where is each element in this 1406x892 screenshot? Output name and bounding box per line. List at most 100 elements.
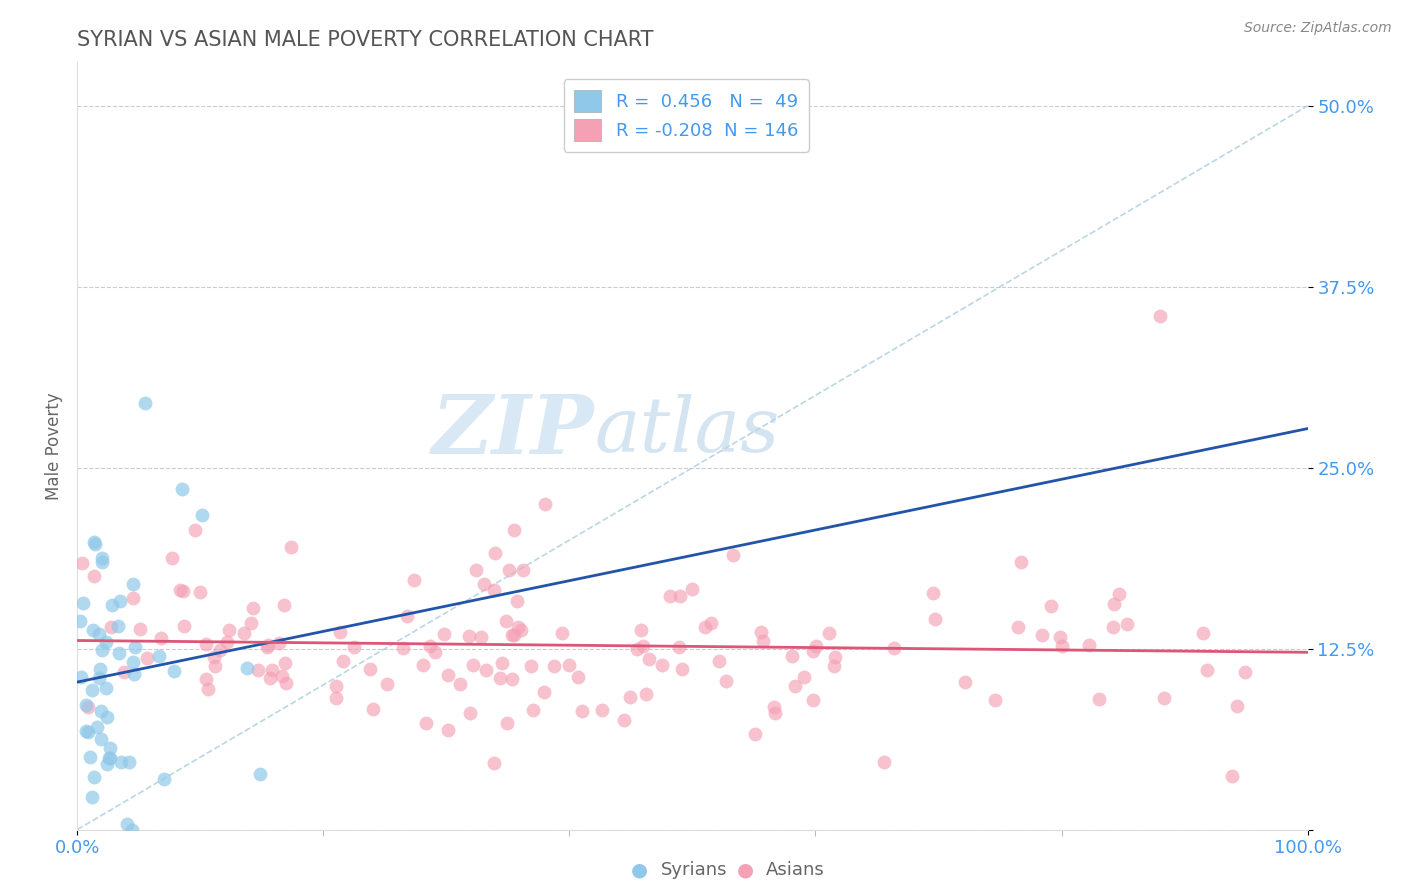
- Point: [495, 715, 517, 730]
- Point: [402, 573, 425, 587]
- Point: [780, 649, 803, 664]
- Point: [98, 751, 121, 765]
- Point: [96, 757, 118, 772]
- Point: [591, 703, 613, 717]
- Point: [823, 658, 845, 673]
- Point: [619, 690, 641, 704]
- Point: [436, 723, 458, 737]
- Point: [188, 585, 211, 599]
- Point: [502, 628, 524, 642]
- Point: [534, 497, 557, 511]
- Point: [153, 772, 176, 786]
- Point: [502, 523, 524, 537]
- Point: [669, 589, 692, 603]
- Point: [1007, 620, 1029, 634]
- Point: [436, 668, 458, 682]
- Point: [273, 656, 295, 670]
- Point: [498, 563, 520, 577]
- Point: [817, 626, 839, 640]
- Point: [77, 700, 100, 714]
- Point: [121, 655, 143, 669]
- Point: [94, 634, 117, 648]
- Point: [415, 715, 437, 730]
- Text: ●: ●: [631, 860, 648, 880]
- Point: [273, 599, 295, 613]
- Point: [412, 657, 434, 672]
- Point: [82, 623, 104, 637]
- Point: [267, 636, 290, 650]
- Point: [240, 615, 263, 630]
- Point: [83, 770, 105, 784]
- Point: [801, 693, 824, 707]
- Point: [172, 584, 194, 599]
- Point: [1049, 630, 1071, 644]
- Point: [110, 756, 132, 770]
- Legend: R =  0.456   N =  49, R = -0.208  N = 146: R = 0.456 N = 49, R = -0.208 N = 146: [564, 79, 808, 152]
- Point: [783, 680, 806, 694]
- Point: [217, 634, 239, 648]
- Point: [83, 569, 105, 583]
- Point: [84, 537, 107, 551]
- Point: [463, 657, 485, 672]
- Point: [472, 577, 495, 591]
- Point: [557, 657, 579, 672]
- Point: [391, 640, 413, 655]
- Point: [1153, 691, 1175, 706]
- Point: [501, 628, 523, 642]
- Point: [1102, 597, 1125, 611]
- Point: [630, 623, 652, 637]
- Point: [1102, 620, 1125, 634]
- Text: Syrians: Syrians: [661, 861, 727, 879]
- Point: [693, 620, 716, 634]
- Text: atlas: atlas: [595, 393, 779, 467]
- Point: [100, 620, 122, 634]
- Y-axis label: Male Poverty: Male Poverty: [45, 392, 63, 500]
- Point: [510, 623, 533, 637]
- Point: [97, 751, 120, 765]
- Point: [752, 633, 775, 648]
- Point: [77, 725, 100, 739]
- Point: [107, 618, 129, 632]
- Point: [749, 624, 772, 639]
- Point: [259, 671, 281, 685]
- Point: [343, 640, 366, 654]
- Point: [183, 523, 205, 537]
- Point: [129, 622, 152, 636]
- Point: [359, 662, 381, 676]
- Point: [280, 541, 302, 555]
- Point: [160, 551, 183, 566]
- Point: [136, 650, 159, 665]
- Point: [482, 756, 505, 770]
- Point: [464, 563, 486, 577]
- Point: [533, 685, 555, 699]
- Point: [124, 640, 146, 654]
- Point: [1039, 599, 1062, 613]
- Point: [512, 563, 534, 577]
- Point: [744, 727, 766, 741]
- Point: [149, 631, 172, 645]
- Point: [709, 654, 731, 668]
- Point: [274, 676, 297, 690]
- Text: Source: ZipAtlas.com: Source: ZipAtlas.com: [1244, 21, 1392, 35]
- Point: [90, 732, 112, 747]
- Point: [233, 626, 256, 640]
- Point: [90, 551, 112, 566]
- Point: [922, 585, 945, 599]
- Point: [1088, 692, 1111, 706]
- Point: [659, 589, 682, 603]
- Point: [1220, 769, 1243, 783]
- Point: [82, 790, 104, 805]
- Point: [262, 663, 284, 677]
- Point: [804, 640, 827, 654]
- Text: Asians: Asians: [766, 861, 825, 879]
- Point: [89, 663, 111, 677]
- Point: [89, 627, 111, 641]
- Point: [458, 629, 481, 643]
- Point: [112, 665, 135, 680]
- Point: [508, 620, 530, 634]
- Point: [195, 637, 218, 651]
- Point: [121, 822, 143, 837]
- Point: [87, 671, 110, 685]
- Point: [194, 672, 217, 686]
- Point: [94, 681, 117, 696]
